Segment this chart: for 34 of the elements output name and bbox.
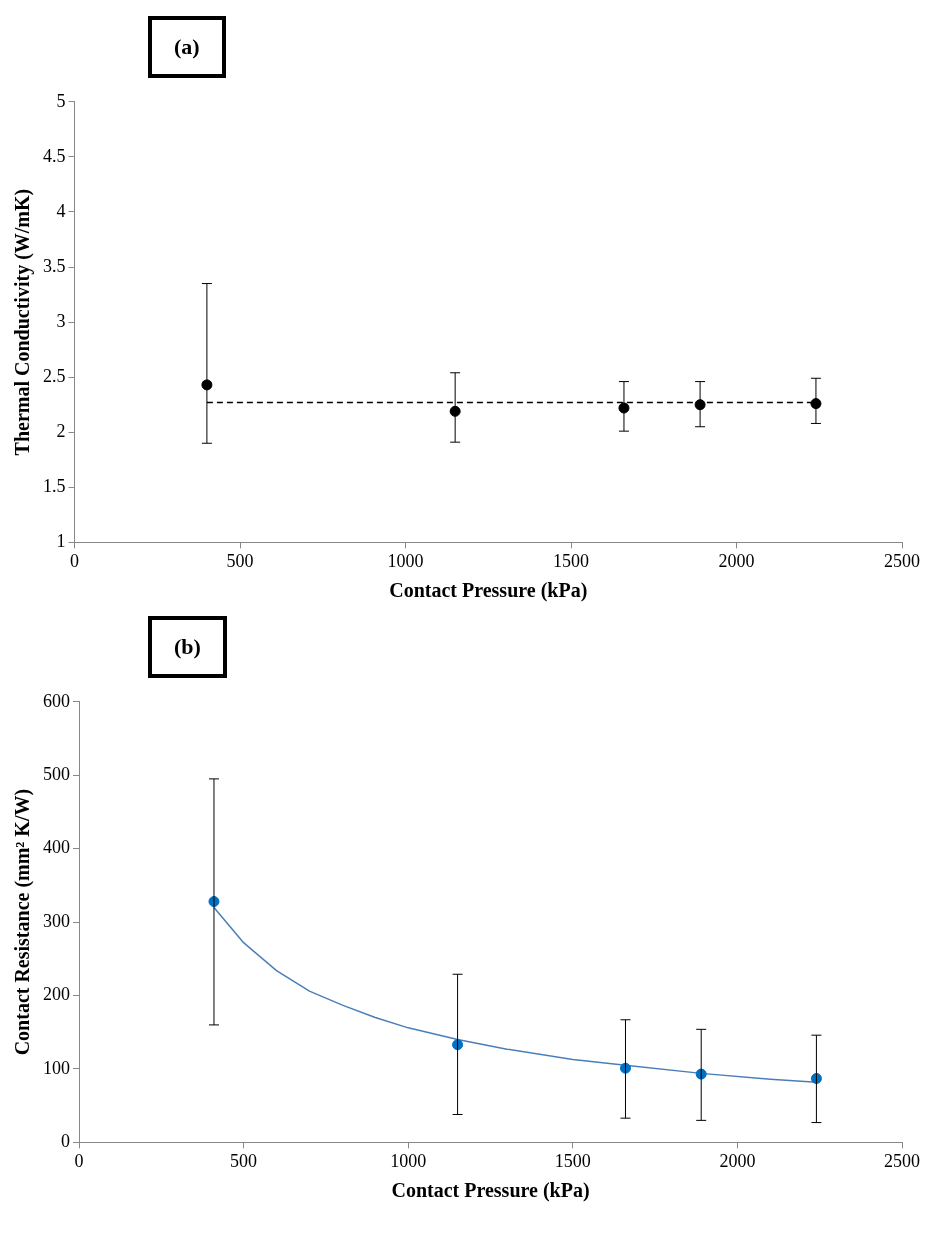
x-tick-label: 2000 (718, 550, 755, 571)
x-tick-label: 500 (226, 550, 254, 571)
x-axis-title: Contact Pressure (kPa) (389, 579, 588, 603)
y-tick-label: 1 (56, 531, 66, 552)
y-tick-label: 2.5 (43, 365, 66, 386)
x-tick-label: 1500 (553, 550, 589, 571)
y-tick-label: 0 (61, 1131, 70, 1152)
x-axis-title: Contact Pressure (kPa) (391, 1179, 590, 1203)
y-tick-label: 5 (56, 90, 66, 111)
x-tick-label: 1000 (390, 1150, 427, 1171)
y-tick-label: 4 (56, 200, 66, 221)
y-tick-label: 500 (43, 763, 70, 784)
y-tick-label: 400 (43, 837, 70, 858)
y-tick-label: 3 (56, 310, 66, 331)
y-tick-label: 600 (43, 690, 70, 711)
point (449, 405, 461, 417)
y-tick-label: 3.5 (43, 255, 66, 276)
y-tick-label: 4.5 (43, 145, 66, 166)
text: (b) (148, 616, 227, 678)
y-axis-title: Contact Resistance (mm² K/W) (11, 788, 35, 1056)
x-tick-label: 2500 (884, 1150, 920, 1171)
y-tick-label: 1.5 (43, 476, 66, 497)
x-tick-label: 1000 (387, 550, 424, 571)
x-tick-label: 2000 (719, 1150, 756, 1171)
x-tick-label: 1500 (554, 1150, 591, 1171)
y-tick-label: 300 (43, 910, 70, 931)
x-tick-label: 500 (230, 1150, 258, 1171)
y-axis-title: Thermal Conductivity (W/mK) (11, 188, 35, 456)
x-tick-label: 0 (74, 1150, 84, 1171)
y-tick-label: 100 (43, 1057, 70, 1078)
y-tick-label: 2 (56, 420, 66, 441)
x-tick-label: 2500 (884, 550, 920, 571)
y-tick-label: 200 (43, 984, 70, 1005)
text: (a) (148, 16, 226, 78)
